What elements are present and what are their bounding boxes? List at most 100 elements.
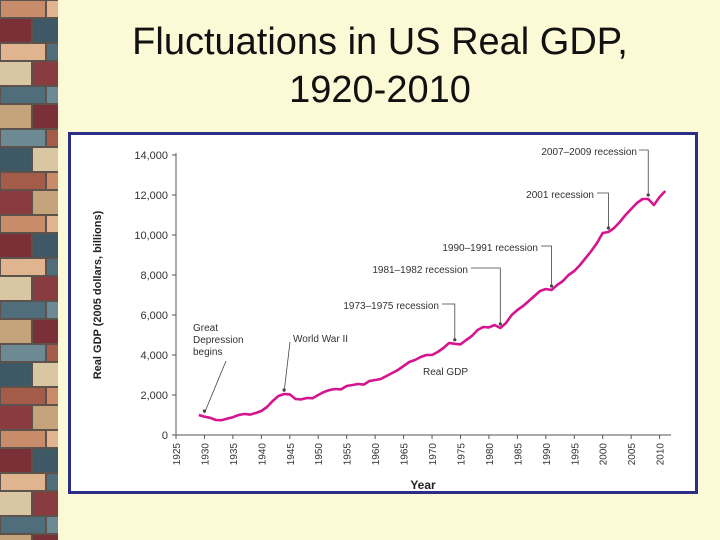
brick [1, 302, 45, 318]
annotation-label: 1990–1991 recession [442, 243, 538, 254]
brick [1, 44, 45, 60]
annotation-label: Depression [193, 335, 244, 346]
brick [33, 535, 58, 540]
brick [47, 173, 58, 189]
x-tick-label: 1925 [172, 443, 183, 466]
brick [47, 474, 58, 490]
brick [47, 216, 58, 232]
brick [33, 62, 58, 85]
gdp-chart-frame: 0 2,000 4,000 6,000 8,000 10,000 12,000 14,000 … [68, 132, 698, 494]
y-tick-label: 2,000 [140, 390, 168, 402]
brick [33, 492, 58, 515]
brick [1, 216, 45, 232]
brick [33, 320, 58, 343]
annotation-label: begins [193, 347, 222, 358]
annotation-arrowhead [202, 409, 207, 413]
x-tick-label: 1930 [200, 443, 211, 466]
slide-title: Fluctuations in US Real GDP, 1920-2010 [70, 18, 690, 114]
brick [0, 19, 31, 42]
brick [0, 105, 31, 128]
brick [33, 363, 58, 386]
brick [1, 87, 45, 103]
annotation-arrowhead [606, 226, 611, 230]
annotation-arrow [597, 192, 609, 228]
brick [33, 191, 58, 214]
brick [47, 517, 58, 533]
annotation-label: World War II [293, 334, 348, 345]
y-tick-label: 12,000 [134, 190, 168, 202]
slide-title-line1: Fluctuations in US Real GDP, [132, 21, 628, 63]
annotation-arrowhead [282, 388, 286, 392]
annotation-label: Great [193, 323, 218, 334]
x-tick-label: 1960 [371, 443, 382, 466]
annotation-arrowhead [498, 322, 502, 326]
annotation-label: 2001 recession [526, 190, 594, 201]
annotation-arrow [442, 303, 456, 340]
x-axis-title: Year [410, 478, 436, 491]
brick [33, 234, 58, 257]
slide-title-line2: 1920-2010 [289, 69, 471, 111]
brick [1, 259, 45, 275]
brick [1, 431, 45, 447]
brick [47, 44, 58, 60]
brick [0, 320, 31, 343]
brick [0, 535, 31, 540]
annotation-arrow [471, 267, 501, 324]
x-tick-label: 1955 [343, 443, 354, 466]
y-tick-label: 8,000 [140, 270, 168, 282]
x-tick-label: 1975 [456, 443, 467, 466]
annotation-arrowhead [549, 284, 554, 288]
brick [33, 148, 58, 171]
y-tick-label: 14,000 [134, 150, 168, 162]
brick [47, 130, 58, 146]
brick [1, 517, 45, 533]
gdp-line-chart: 02,0004,0006,0008,00010,00012,00014,000 … [92, 147, 671, 491]
brick [33, 406, 58, 429]
brick [0, 492, 31, 515]
x-tick-label: 2005 [627, 443, 638, 466]
y-tick-label: 0 [162, 430, 168, 442]
x-tick-label: 2010 [656, 443, 667, 466]
annotation-label: Real GDP [423, 367, 468, 378]
x-tick-label: 1995 [570, 443, 581, 466]
x-tick-label: 1970 [428, 443, 439, 466]
y-tick-label: 4,000 [140, 350, 168, 362]
brick [1, 130, 45, 146]
brick [47, 388, 58, 404]
brick [0, 148, 31, 171]
annotation-arrow [204, 360, 227, 414]
x-tick-label: 1940 [257, 443, 268, 466]
annotation-arrowhead [646, 193, 650, 197]
x-tick-label: 1945 [286, 443, 297, 466]
x-tick-label: 1985 [513, 443, 524, 466]
x-tick-label: 1935 [229, 443, 240, 466]
brick [1, 474, 45, 490]
brick [1, 388, 45, 404]
annotation-arrow [283, 341, 291, 393]
brick [0, 406, 31, 429]
brick [47, 345, 58, 361]
real-gdp-series-line [198, 190, 667, 422]
x-tick-label: 1980 [485, 443, 496, 466]
annotation-arrow [541, 245, 552, 286]
brick [0, 277, 31, 300]
brick [0, 234, 31, 257]
x-tick-label: 1990 [542, 443, 553, 466]
annotation-label: 1981–1982 recession [372, 265, 468, 276]
x-tick-label: 1965 [400, 443, 411, 466]
annotation-label: 1973–1975 recession [343, 301, 439, 312]
brick-wall-decoration [0, 0, 58, 540]
brick [0, 449, 31, 472]
brick [47, 87, 58, 103]
y-tick-label: 10,000 [134, 230, 168, 242]
brick [47, 1, 58, 17]
x-tick-label: 2000 [599, 443, 610, 466]
brick [33, 19, 58, 42]
brick [0, 62, 31, 85]
brick [47, 302, 58, 318]
y-tick-label: 6,000 [140, 310, 168, 322]
brick [47, 259, 58, 275]
brick [1, 173, 45, 189]
brick [33, 105, 58, 128]
brick [0, 191, 31, 214]
